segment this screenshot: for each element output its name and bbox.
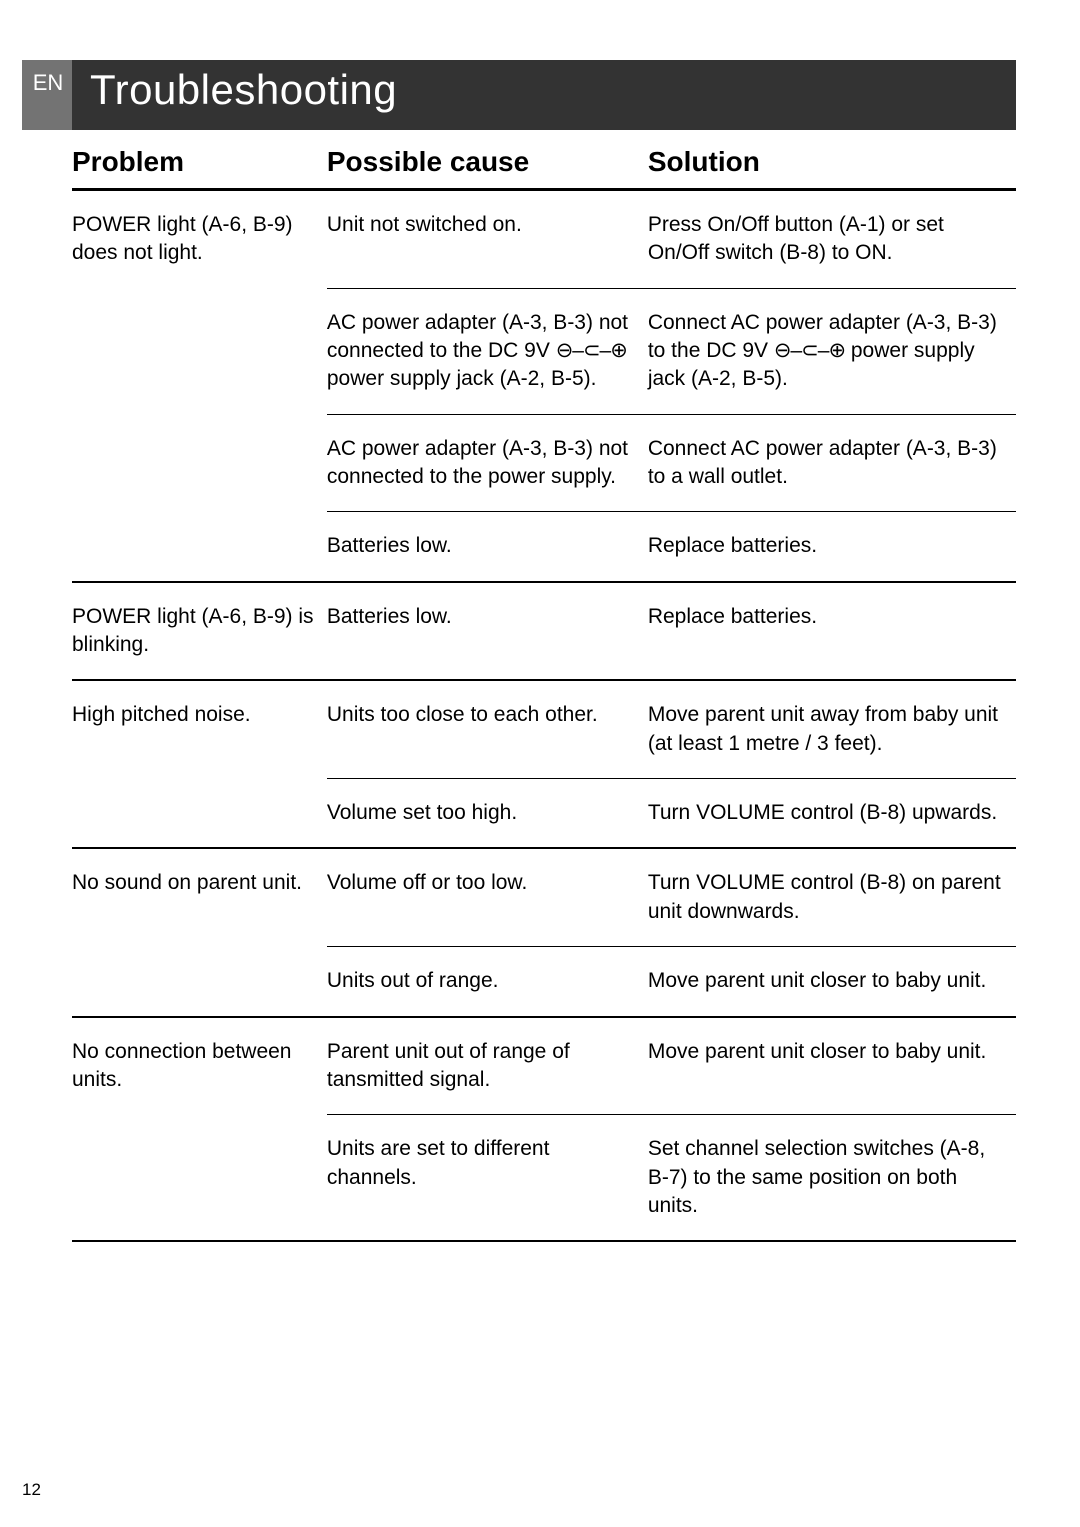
cause-cell: Parent unit out of range of tansmitted s…: [327, 1017, 648, 1115]
cause-cell: Batteries low.: [327, 512, 648, 582]
cause-cell: Units out of range.: [327, 947, 648, 1017]
col-header-cause: Possible cause: [327, 140, 648, 190]
problem-cell: No connection between units.: [72, 1017, 327, 1242]
polarity-icon: ⊖–⊂–⊕: [774, 339, 845, 362]
solution-cell: Turn VOLUME control (B-8) upwards.: [648, 779, 1016, 849]
problem-cell: High pitched noise.: [72, 680, 327, 848]
solution-cell: Move parent unit away from baby unit (at…: [648, 680, 1016, 778]
cause-cell: AC power adapter (A-3, B-3) not connecte…: [327, 414, 648, 512]
problem-cell: POWER light (A-6, B-9) is blinking.: [72, 582, 327, 681]
page-title: Troubleshooting: [72, 60, 1016, 130]
cause-cell: Batteries low.: [327, 582, 648, 681]
page-number: 12: [22, 1480, 41, 1500]
troubleshooting-table: Problem Possible cause Solution POWER li…: [72, 140, 1016, 1242]
problem-cell: No sound on parent unit.: [72, 848, 327, 1016]
cause-cell: Volume set too high.: [327, 779, 648, 849]
cause-cell: Units too close to each other.: [327, 680, 648, 778]
solution-cell: Set channel selection switches (A-8, B-7…: [648, 1115, 1016, 1242]
solution-cell: Press On/Off button (A-1) or set On/Off …: [648, 190, 1016, 289]
cause-cell: Unit not switched on.: [327, 190, 648, 289]
solution-cell: Connect AC power adapter (A-3, B-3) to t…: [648, 288, 1016, 414]
cause-cell: Volume off or too low.: [327, 848, 648, 946]
solution-cell: Replace batteries.: [648, 512, 1016, 582]
solution-cell: Connect AC power adapter (A-3, B-3) to a…: [648, 414, 1016, 512]
polarity-icon: ⊖–⊂–⊕: [556, 339, 627, 362]
solution-cell: Turn VOLUME control (B-8) on parent unit…: [648, 848, 1016, 946]
cause-cell: Units are set to different channels.: [327, 1115, 648, 1242]
solution-cell: Move parent unit closer to baby unit.: [648, 1017, 1016, 1115]
solution-cell: Replace batteries.: [648, 582, 1016, 681]
cause-cell: AC power adapter (A-3, B-3) not connecte…: [327, 288, 648, 414]
problem-cell: POWER light (A-6, B-9) does not light.: [72, 190, 327, 582]
col-header-problem: Problem: [72, 140, 327, 190]
solution-cell: Move parent unit closer to baby unit.: [648, 947, 1016, 1017]
col-header-solution: Solution: [648, 140, 1016, 190]
language-tab: EN: [22, 60, 72, 130]
